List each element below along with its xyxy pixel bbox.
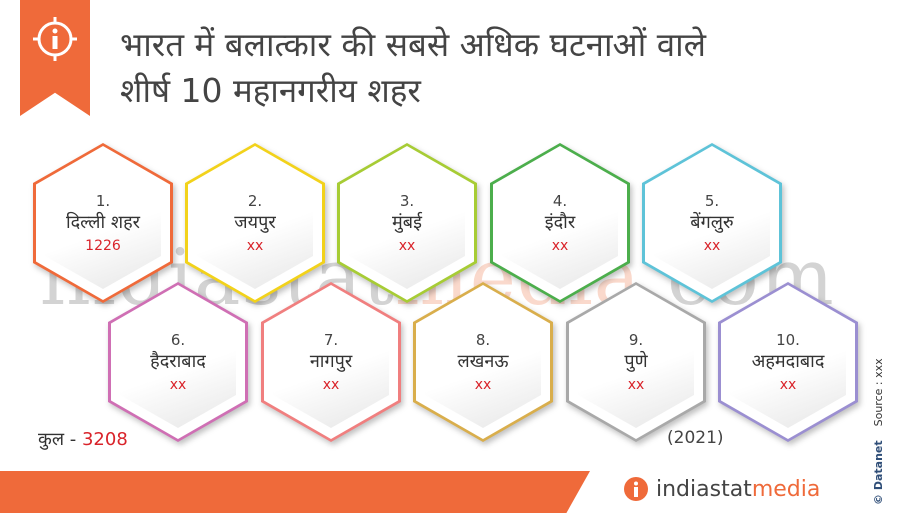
city-card: 2. जयपुर xx (185, 143, 325, 303)
city-value: xx (551, 238, 569, 254)
city-rank: 3. (399, 192, 415, 210)
source-note: © Datanet Source : xxx (872, 300, 892, 505)
logo-text-2: media (751, 476, 821, 502)
city-card: 1. दिल्ली शहर 1226 (33, 143, 173, 303)
title-line-1: भारत में बलात्कार की सबसे अधिक घटनाओं वा… (120, 25, 707, 64)
city-value: xx (322, 377, 340, 393)
footer-bar (0, 471, 590, 513)
city-card: 9. पुणे xx (566, 282, 706, 442)
logo-text-1: indiastat (656, 476, 752, 502)
city-rank: 10. (776, 331, 800, 349)
city-name: पुणे (624, 351, 648, 372)
city-value: 1226 (85, 238, 121, 254)
datanet-brand: © Datanet (872, 440, 885, 505)
city-value: xx (779, 377, 797, 393)
city-name: लखनऊ (457, 351, 509, 372)
city-rank: 4. (552, 192, 568, 210)
city-name: इंदौर (544, 212, 576, 233)
city-card: 6. हैदराबाद xx (108, 282, 248, 442)
total-count: कुल - 3208 (38, 427, 128, 451)
city-value: xx (246, 238, 264, 254)
city-value: xx (169, 377, 187, 393)
source-text: Source : xxx (872, 358, 885, 427)
info-icon (624, 477, 648, 501)
city-card: 3. मुंबई xx (337, 143, 477, 303)
city-name: नागपुर (309, 351, 353, 372)
city-card: 4. इंदौर xx (490, 143, 630, 303)
city-card: 8. लखनऊ xx (413, 282, 553, 442)
city-card: 7. नागपुर xx (261, 282, 401, 442)
city-name: बेंगलुरु (690, 212, 734, 233)
info-ribbon (20, 0, 90, 116)
total-label: कुल - (38, 429, 82, 450)
year-label: (2021) (667, 428, 724, 448)
city-value: xx (703, 238, 721, 254)
city-rank: 1. (95, 192, 111, 210)
city-name: दिल्ली शहर (65, 212, 141, 233)
city-value: xx (474, 377, 492, 393)
city-rank: 9. (628, 331, 644, 349)
city-name: मुंबई (392, 212, 422, 233)
city-rank: 5. (704, 192, 720, 210)
city-rank: 6. (170, 331, 186, 349)
page-title: भारत में बलात्कार की सबसे अधिक घटनाओं वा… (120, 22, 840, 114)
city-value: xx (627, 377, 645, 393)
total-value: 3208 (81, 429, 128, 450)
city-rank: 2. (247, 192, 263, 210)
indiastat-logo: indiastatmedia (622, 474, 820, 504)
city-value: xx (398, 238, 416, 254)
title-line-2: शीर्ष 10 महानगरीय शहर (120, 71, 421, 110)
city-name: हैदराबाद (150, 351, 206, 372)
city-card: 10. अहमदाबाद xx (718, 282, 858, 442)
city-name: जयपुर (234, 212, 276, 233)
city-card: 5. बेंगलुरु xx (642, 143, 782, 303)
city-rank: 7. (323, 331, 339, 349)
city-name: अहमदाबाद (751, 351, 825, 372)
info-icon (33, 17, 77, 61)
city-rank: 8. (475, 331, 491, 349)
